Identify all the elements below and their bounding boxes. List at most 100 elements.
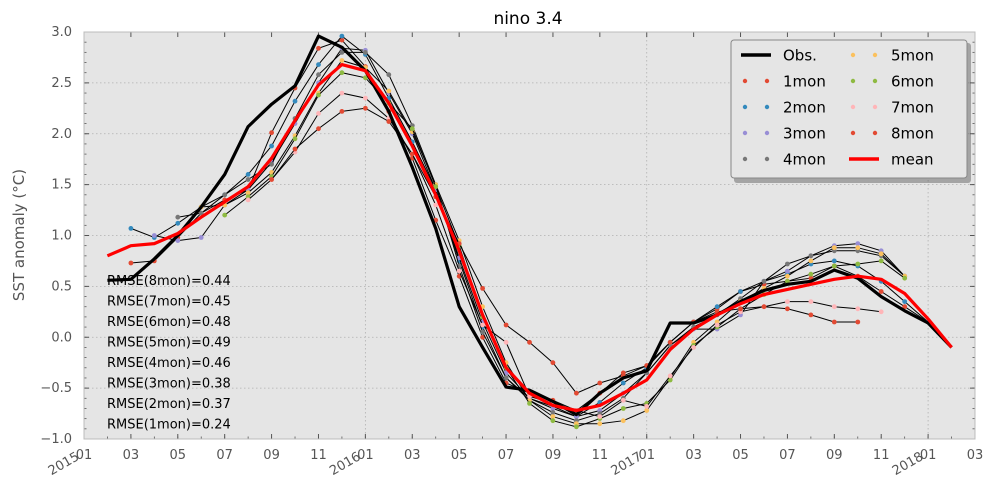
point-8mon bbox=[550, 360, 556, 366]
x-tick-label: 03 bbox=[685, 448, 702, 463]
series-line-4mon bbox=[177, 51, 906, 422]
rmse-label: RMSE(6mon)=0.48 bbox=[107, 315, 231, 330]
point-6mon bbox=[878, 258, 884, 264]
x-tick-label: 01 bbox=[357, 448, 374, 463]
point-5mon bbox=[644, 408, 650, 413]
x-tick-label: 09 bbox=[826, 448, 843, 463]
point-3mon bbox=[785, 268, 790, 274]
point-7mon bbox=[620, 397, 626, 403]
point-2mon bbox=[128, 226, 134, 231]
point-1mon bbox=[480, 334, 485, 340]
point-6mon bbox=[339, 70, 345, 76]
plot-frame bbox=[83, 31, 976, 440]
point-8mon bbox=[574, 390, 579, 396]
x-tick-label: 11 bbox=[873, 448, 890, 463]
legend-label-obs: Obs. bbox=[783, 47, 817, 65]
y-tick-label: 1.0 bbox=[51, 229, 72, 244]
y-tick-label: 1.5 bbox=[51, 178, 72, 193]
point-5mon bbox=[808, 258, 814, 264]
legend-label-8mon: 8mon bbox=[891, 125, 934, 143]
point-4mon bbox=[503, 375, 509, 381]
x-tick-label: 05 bbox=[451, 448, 468, 463]
point-1mon bbox=[878, 289, 884, 294]
point-6mon bbox=[667, 377, 673, 383]
point-2mon bbox=[269, 143, 274, 149]
point-7mon bbox=[785, 299, 790, 304]
point-2mon bbox=[831, 258, 837, 264]
point-3mon bbox=[855, 241, 861, 247]
y-tick-label: −1.0 bbox=[40, 432, 72, 447]
legend-dot-1mon bbox=[742, 78, 748, 84]
legend-dot-6mon bbox=[872, 78, 878, 84]
point-2mon bbox=[292, 98, 298, 104]
point-4mon bbox=[785, 261, 790, 267]
legend-label-5mon: 5mon bbox=[891, 47, 934, 65]
point-7mon bbox=[831, 304, 837, 310]
point-3mon bbox=[175, 238, 181, 244]
point-6mon bbox=[292, 136, 298, 142]
point-3mon bbox=[151, 233, 157, 238]
point-8mon bbox=[269, 177, 274, 182]
point-8mon bbox=[667, 339, 673, 345]
point-2mon bbox=[316, 62, 321, 67]
obs-line bbox=[107, 34, 953, 417]
point-4mon bbox=[339, 50, 345, 55]
point-6mon bbox=[222, 212, 228, 218]
point-8mon bbox=[386, 119, 392, 124]
main-series bbox=[106, 34, 953, 417]
x-tick-label: 01 bbox=[638, 448, 655, 463]
point-7mon bbox=[714, 322, 720, 328]
point-4mon bbox=[761, 278, 767, 284]
point-7mon bbox=[691, 345, 696, 350]
point-8mon bbox=[808, 312, 814, 318]
y-axis-label: SST anomaly (°C) bbox=[10, 169, 28, 301]
y-tick-label: 2.5 bbox=[51, 76, 72, 91]
point-5mon bbox=[386, 88, 392, 94]
legend-dot-1mon bbox=[764, 78, 770, 84]
point-5mon bbox=[831, 245, 837, 251]
point-8mon bbox=[503, 322, 509, 328]
point-7mon bbox=[316, 111, 321, 116]
legend-dot-2mon bbox=[764, 104, 770, 110]
point-4mon bbox=[316, 72, 321, 78]
rmse-label: RMSE(7mon)=0.45 bbox=[107, 295, 231, 310]
legend-dot-2mon bbox=[742, 104, 748, 110]
point-2mon bbox=[620, 380, 626, 386]
series-line-6mon bbox=[224, 72, 905, 428]
x-tick-label: 03 bbox=[123, 448, 140, 463]
x-tick-label: 09 bbox=[545, 448, 562, 463]
point-2mon bbox=[738, 289, 743, 294]
point-5mon bbox=[620, 418, 626, 424]
legend-dot-7mon bbox=[872, 104, 878, 110]
legend-dot-7mon bbox=[850, 104, 856, 110]
x-tick-label: 11 bbox=[310, 448, 327, 463]
point-4mon bbox=[808, 253, 814, 259]
point-1mon bbox=[128, 260, 134, 266]
point-8mon bbox=[409, 151, 415, 157]
rmse-label: RMSE(5mon)=0.49 bbox=[107, 336, 231, 351]
point-7mon bbox=[855, 306, 861, 312]
legend-dot-4mon bbox=[742, 156, 748, 162]
point-5mon bbox=[878, 251, 884, 257]
point-8mon bbox=[316, 126, 321, 132]
legend-label-7mon: 7mon bbox=[891, 99, 934, 117]
point-6mon bbox=[574, 424, 579, 430]
x-tick-label: 07 bbox=[216, 448, 233, 463]
point-6mon bbox=[855, 261, 861, 267]
point-7mon bbox=[480, 322, 485, 328]
legend-label-2mon: 2mon bbox=[783, 99, 826, 117]
point-4mon bbox=[245, 177, 251, 182]
point-2mon bbox=[245, 172, 251, 177]
point-7mon bbox=[433, 202, 439, 208]
legend-dot-3mon bbox=[764, 130, 770, 136]
point-7mon bbox=[878, 309, 884, 315]
point-7mon bbox=[245, 197, 251, 203]
y-tick-label: −0.5 bbox=[40, 381, 72, 396]
legend-dot-5mon bbox=[872, 52, 878, 58]
grid-lines bbox=[83, 32, 975, 439]
point-4mon bbox=[222, 192, 228, 198]
rmse-label: RMSE(3mon)=0.38 bbox=[107, 377, 231, 392]
point-8mon bbox=[292, 146, 298, 152]
y-tick-label: 3.0 bbox=[51, 25, 72, 40]
point-8mon bbox=[761, 304, 767, 310]
